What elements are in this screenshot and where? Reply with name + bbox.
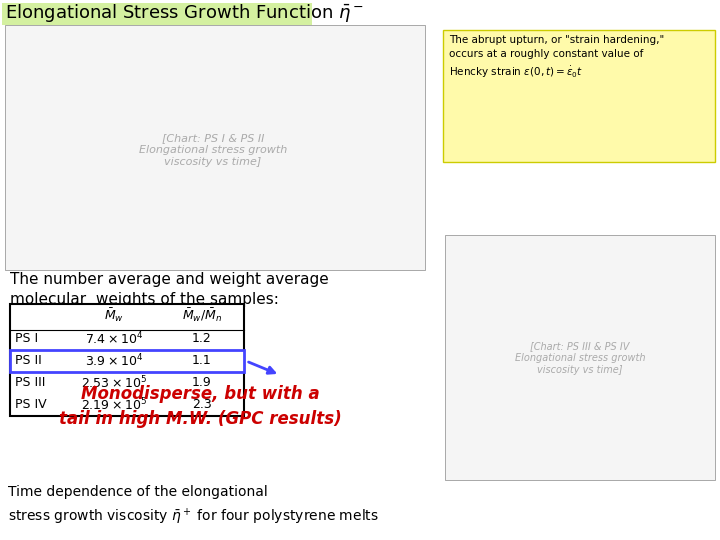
FancyBboxPatch shape: [443, 30, 715, 162]
Text: Elongational Stress Growth Function $\bar{\eta}^-$: Elongational Stress Growth Function $\ba…: [5, 2, 364, 24]
Text: [Chart: PS I & PS II
Elongational stress growth
viscosity vs time]: [Chart: PS I & PS II Elongational stress…: [139, 133, 287, 167]
Text: 2.3: 2.3: [192, 399, 212, 411]
Text: $2.53 \times 10^5$: $2.53 \times 10^5$: [81, 375, 148, 392]
Text: Monodisperse, but with a
tail in high M.W. (GPC results): Monodisperse, but with a tail in high M.…: [58, 385, 341, 428]
Text: 1.1: 1.1: [192, 354, 212, 368]
Text: $3.9 \times 10^4$: $3.9 \times 10^4$: [86, 353, 143, 369]
Text: $7.4 \times 10^4$: $7.4 \times 10^4$: [86, 330, 143, 347]
Text: $\bar{M}_w$: $\bar{M}_w$: [104, 306, 125, 324]
Text: PS IV: PS IV: [15, 399, 47, 411]
Text: 1.9: 1.9: [192, 376, 212, 389]
Bar: [10, 350, 244, 372]
Text: The number average and weight average
molecular  weights of the samples:: The number average and weight average mo…: [10, 272, 329, 307]
Text: PS II: PS II: [15, 354, 42, 368]
Bar: [5, 25, 425, 270]
Text: The abrupt upturn, or "strain hardening,"
occurs at a roughly constant value of
: The abrupt upturn, or "strain hardening,…: [449, 35, 665, 80]
Bar: [10, 304, 244, 416]
Text: [Chart: PS III & PS IV
Elongational stress growth
viscosity vs time]: [Chart: PS III & PS IV Elongational stre…: [515, 341, 645, 375]
FancyBboxPatch shape: [2, 3, 312, 25]
Bar: [445, 235, 715, 480]
Text: $2.19 \times 10^5$: $2.19 \times 10^5$: [81, 397, 148, 413]
Text: PS III: PS III: [15, 376, 45, 389]
Text: PS I: PS I: [15, 333, 38, 346]
Text: $\bar{M}_w/\bar{M}_n$: $\bar{M}_w/\bar{M}_n$: [181, 306, 222, 324]
Text: 1.2: 1.2: [192, 333, 212, 346]
Text: Time dependence of the elongational
stress growth viscosity $\bar{\eta}^+$ for f: Time dependence of the elongational stre…: [8, 485, 379, 526]
